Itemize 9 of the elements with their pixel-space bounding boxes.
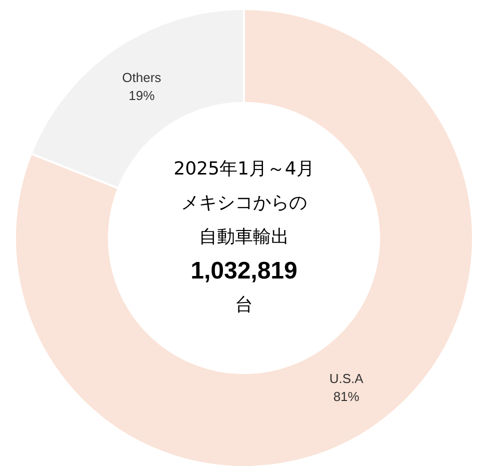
data-label: 19% xyxy=(128,88,156,104)
slice-label: U.S.A xyxy=(329,371,364,386)
text: メキシコからの xyxy=(181,192,307,214)
text: 台 xyxy=(235,294,253,316)
data-label: 81% xyxy=(333,389,360,404)
slice-label: Others xyxy=(122,70,162,86)
text: 2025年1月～4月 xyxy=(174,158,314,180)
text: 自動車輸出 xyxy=(199,226,289,248)
text: 1,032,819 xyxy=(190,258,298,285)
